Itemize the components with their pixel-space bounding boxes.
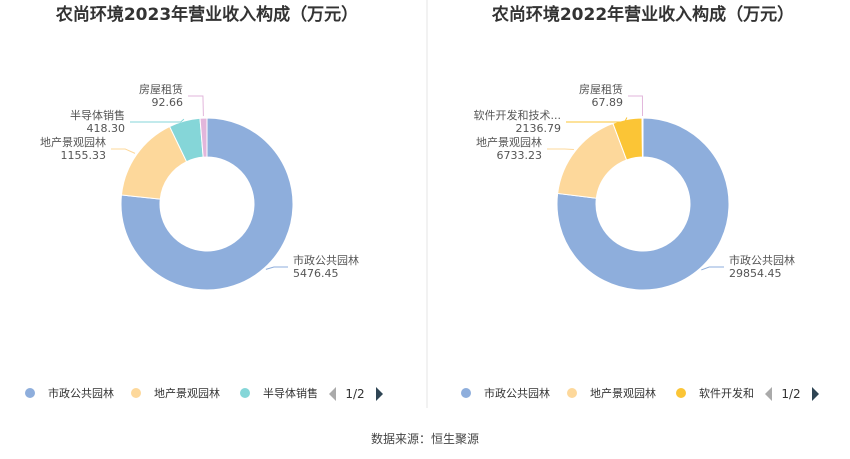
legend-item[interactable]: 市政公共园林 [25,386,114,400]
legend-next-icon[interactable] [376,387,383,401]
legend-label: 半导体销售 [263,386,318,400]
legend-page-indicator: 1/2 [781,387,800,401]
chart-title-2023: 农尚环境2023年营业收入构成（万元） [55,4,358,25]
slice-value: 67.89 [592,96,624,109]
slice-value: 6733.23 [497,149,543,162]
legend-item[interactable]: 市政公共园林 [461,386,550,400]
chart-title-2022: 农尚环境2022年营业收入构成（万元） [491,4,794,25]
slice-label: 房屋租赁 [579,82,623,96]
legend-item[interactable]: 半导体销售 [240,386,318,400]
leader-line-4 [628,95,644,117]
legend-swatch [240,388,250,398]
slice-label: 地产景观园林 [40,135,106,149]
leader-line-4 [188,95,204,117]
slice-label: 市政公共园林 [729,253,795,267]
legend-item[interactable]: 软件开发和 [676,386,754,400]
legend-swatch [131,388,141,398]
legend-label: 软件开发和 [699,386,754,400]
leader-line-2 [111,148,136,154]
legend-label: 地产景观园林 [154,386,220,400]
legend-next-icon[interactable] [812,387,819,401]
slice-value: 5476.45 [293,267,339,280]
slice-label: 房屋租赁 [139,82,183,96]
leader-line-1 [265,266,288,270]
slice-4[interactable] [641,117,644,158]
slice-value: 2136.79 [516,122,562,135]
slice-label: 软件开发和技术... [474,108,562,122]
slice-1[interactable] [120,117,294,291]
leader-line-3 [566,117,628,123]
leader-line-1 [701,266,724,271]
legend-swatch [567,388,577,398]
slice-1[interactable] [556,117,730,291]
legend-label: 市政公共园林 [48,386,114,400]
legend-2022: 市政公共园林 地产景观园林 软件开发和 1/2 [461,386,819,401]
slice-label: 半导体销售 [70,108,125,122]
legend-prev-icon[interactable] [765,387,772,401]
leader-line-3 [130,118,185,123]
slice-2[interactable] [557,122,628,199]
legend-label: 市政公共园林 [484,386,550,400]
legend-swatch [461,388,471,398]
legend-item[interactable]: 地产景观园林 [131,386,220,400]
slice-label: 地产景观园林 [476,135,542,149]
legend-swatch [25,388,35,398]
source-text: 数据来源：恒生聚源 [371,431,479,446]
slice-label: 市政公共园林 [293,253,359,267]
slice-4[interactable] [199,117,208,158]
legend-prev-icon[interactable] [329,387,336,401]
slice-value: 29854.45 [729,267,782,280]
slice-value: 92.66 [152,96,184,109]
slice-value: 1155.33 [61,149,107,162]
legend-label: 地产景观园林 [590,386,656,400]
legend-item[interactable]: 地产景观园林 [567,386,656,400]
legend-2023: 市政公共园林 地产景观园林 半导体销售 1/2 [25,386,383,401]
legend-swatch [676,388,686,398]
slice-value: 418.30 [87,122,126,135]
legend-page-indicator: 1/2 [345,387,364,401]
